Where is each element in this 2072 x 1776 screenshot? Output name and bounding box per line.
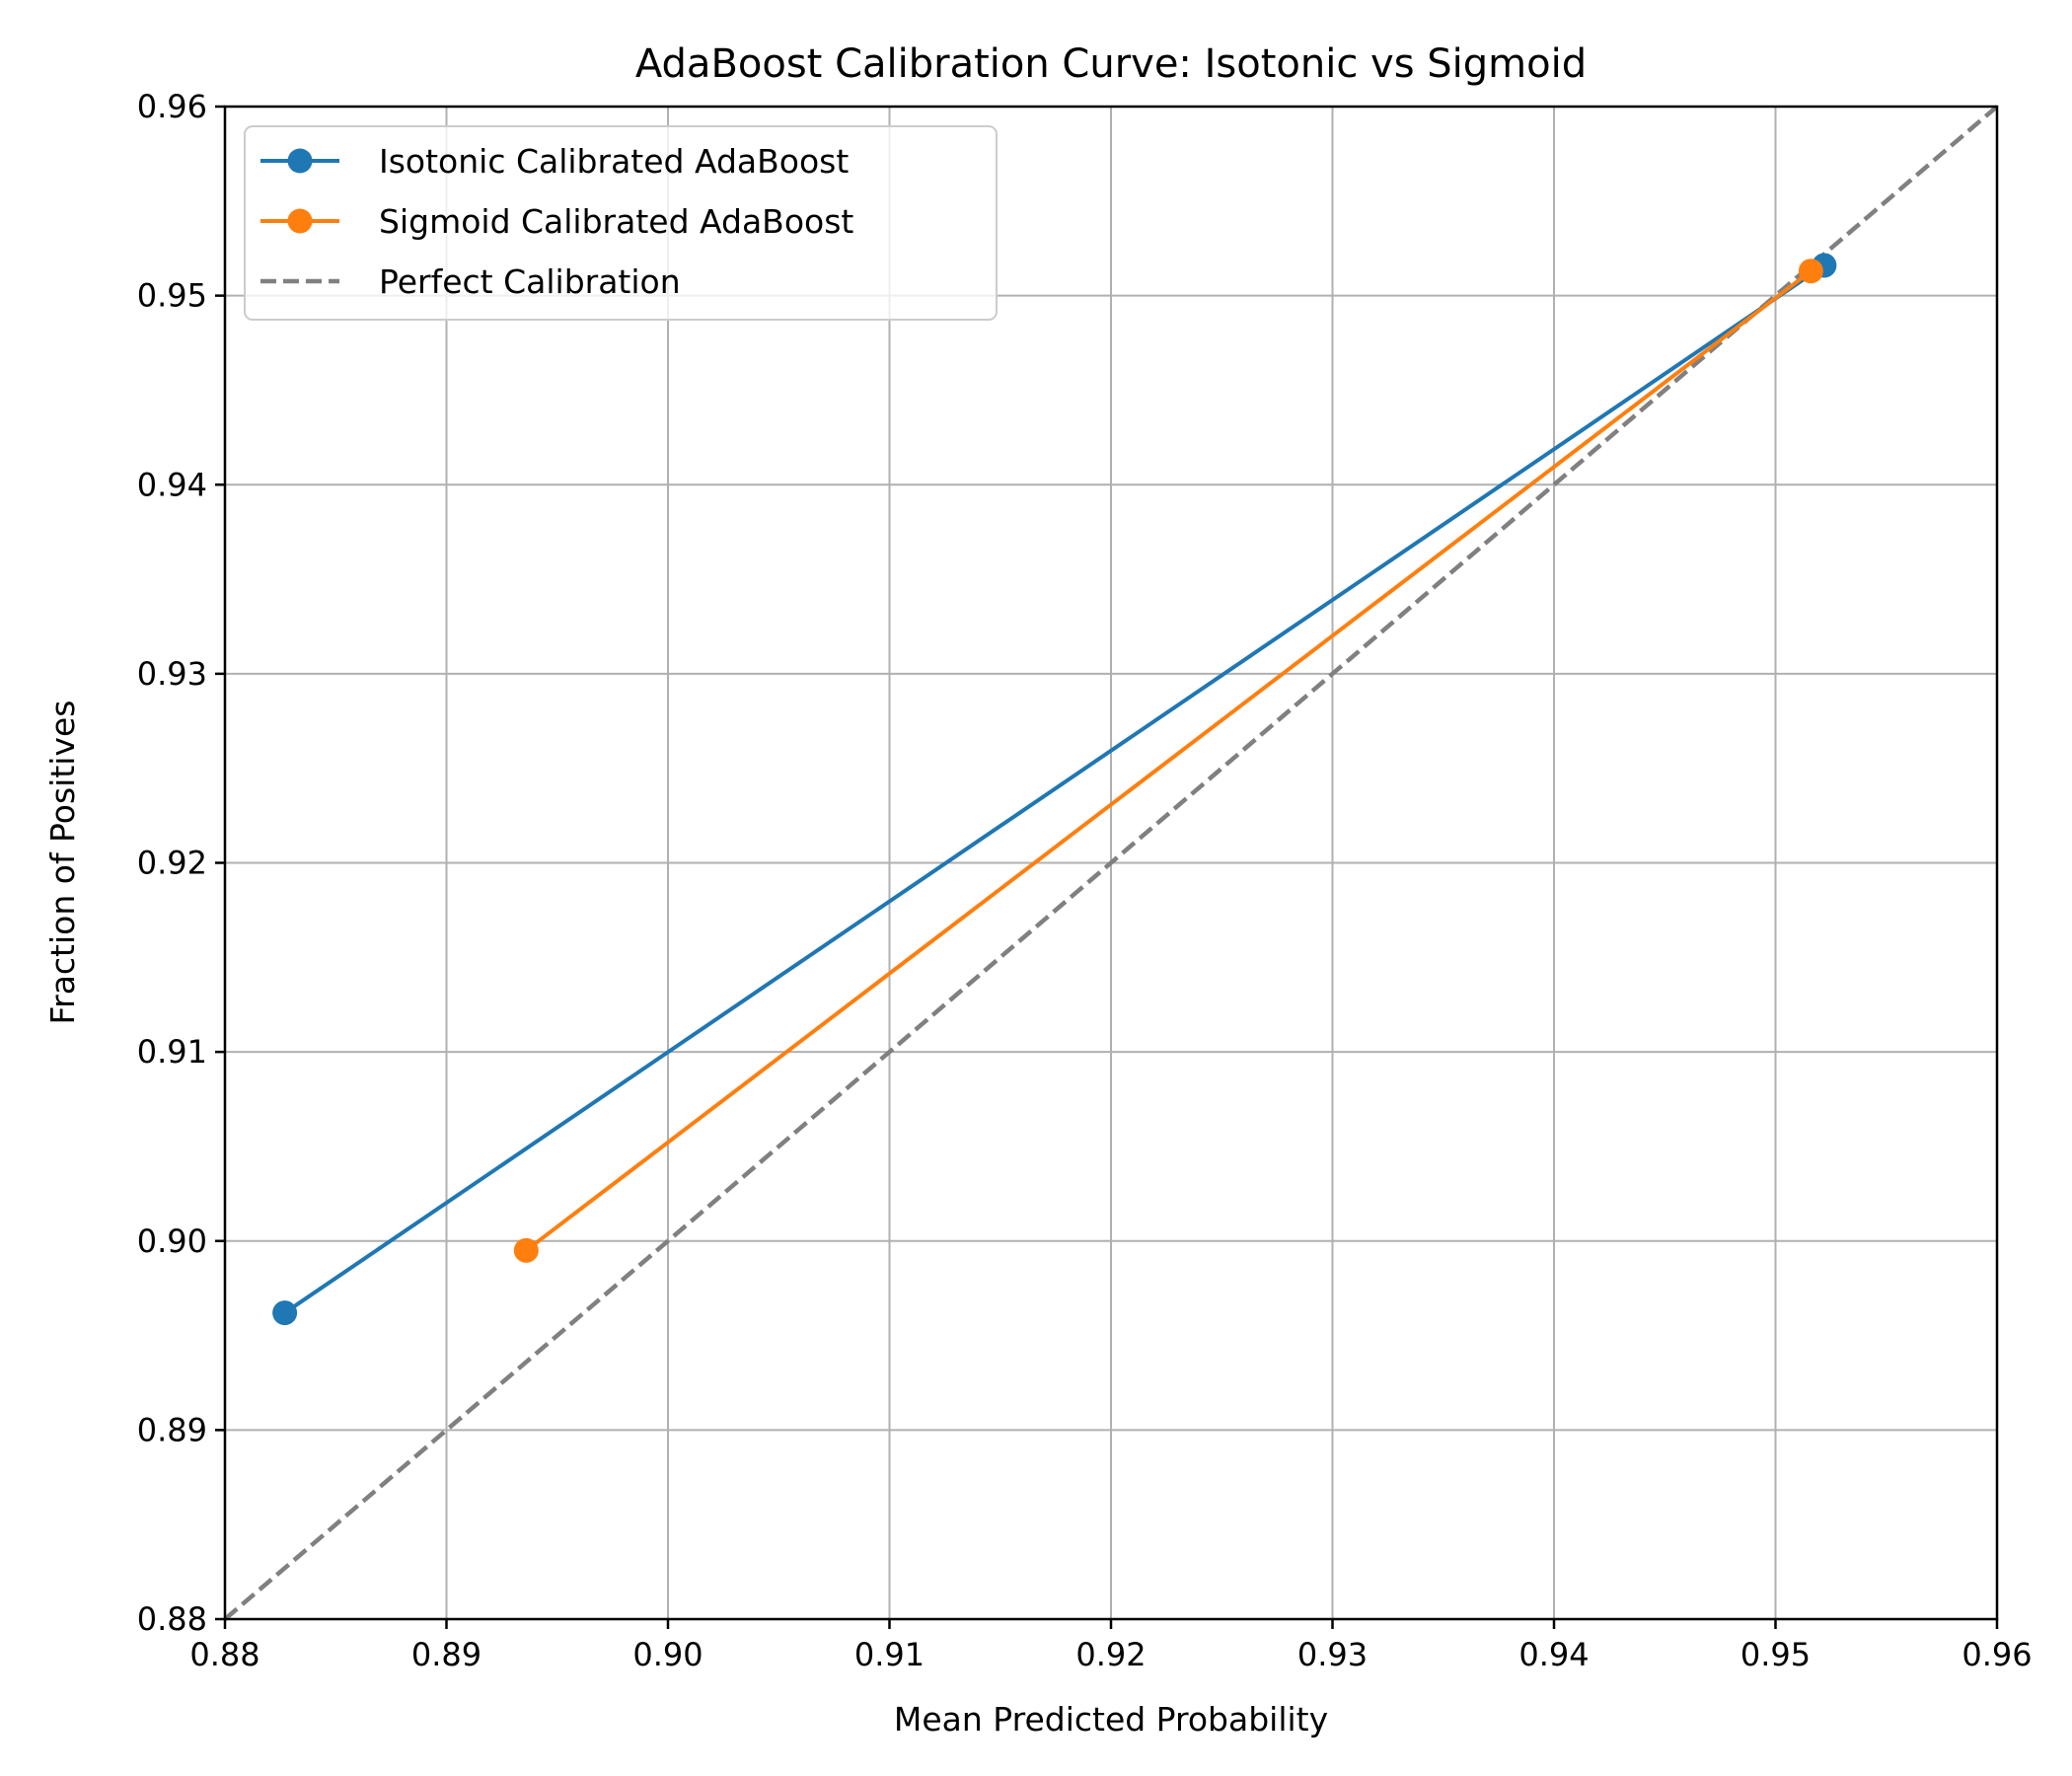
series-perfect-calibration: [223, 105, 1999, 1621]
y-tick-label-1: 0.89: [137, 1411, 207, 1448]
x-tick-label-5: 0.93: [1297, 1636, 1368, 1673]
chart-title: AdaBoost Calibration Curve: Isotonic vs …: [635, 41, 1587, 87]
data-point-sigmoid-calibrated-adaboost-0: [513, 1237, 539, 1263]
x-tick-label-3: 0.91: [854, 1636, 925, 1673]
series-line-sigmoid-calibrated-adaboost: [525, 269, 1813, 1252]
data-point-sigmoid-calibrated-adaboost-1: [1798, 259, 1823, 284]
legend-label-isotonic-calibrated-adaboost: Isotonic Calibrated AdaBoost: [379, 142, 849, 181]
y-axis-label: Fraction of Positives: [43, 701, 82, 1025]
series-line-perfect-calibration: [223, 105, 1999, 1621]
ticks: 0.88 0.89 0.90 0.91 0.92 0.93 0.94 0.95 0.96 0.88…: [137, 88, 2033, 1673]
x-tick-label-7: 0.95: [1740, 1636, 1811, 1673]
x-tick-label-0: 0.88: [189, 1636, 259, 1673]
y-tick-label-2: 0.90: [137, 1222, 207, 1260]
y-tick-label-0: 0.88: [137, 1600, 207, 1638]
legend-label-perfect-calibration: Perfect Calibration: [379, 262, 681, 301]
data-point-isotonic-calibrated-adaboost-0: [272, 1300, 298, 1326]
series-isotonic-calibrated-adaboost: [272, 253, 1837, 1326]
y-tick-label-5: 0.93: [137, 655, 207, 693]
x-tick-label-4: 0.92: [1075, 1636, 1146, 1673]
y-tick-label-3: 0.91: [137, 1033, 207, 1071]
legend-label-sigmoid-calibrated-adaboost: Sigmoid Calibrated AdaBoost: [379, 202, 853, 241]
y-tick-label-4: 0.92: [137, 845, 207, 882]
x-tick-label-8: 0.96: [1961, 1636, 2032, 1673]
y-tick-label-8: 0.96: [137, 88, 207, 125]
x-axis-label: Mean Predicted Probability: [894, 1700, 1328, 1739]
series-layer: [223, 105, 1999, 1621]
x-tick-label-6: 0.94: [1518, 1636, 1589, 1673]
y-tick-label-6: 0.94: [137, 466, 207, 503]
legend-marker-isotonic-calibrated-adaboost: [287, 148, 313, 174]
legend-marker-sigmoid-calibrated-adaboost: [287, 208, 313, 234]
x-tick-label-1: 0.89: [411, 1636, 481, 1673]
x-tick-label-2: 0.90: [632, 1636, 703, 1673]
legend-box: [244, 125, 998, 321]
y-tick-label-7: 0.95: [137, 277, 207, 315]
series-sigmoid-calibrated-adaboost: [513, 259, 1823, 1263]
series-line-isotonic-calibrated-adaboost: [283, 263, 1826, 1315]
legend: Isotonic Calibrated AdaBoost Sigmoid Cali…: [244, 125, 998, 321]
